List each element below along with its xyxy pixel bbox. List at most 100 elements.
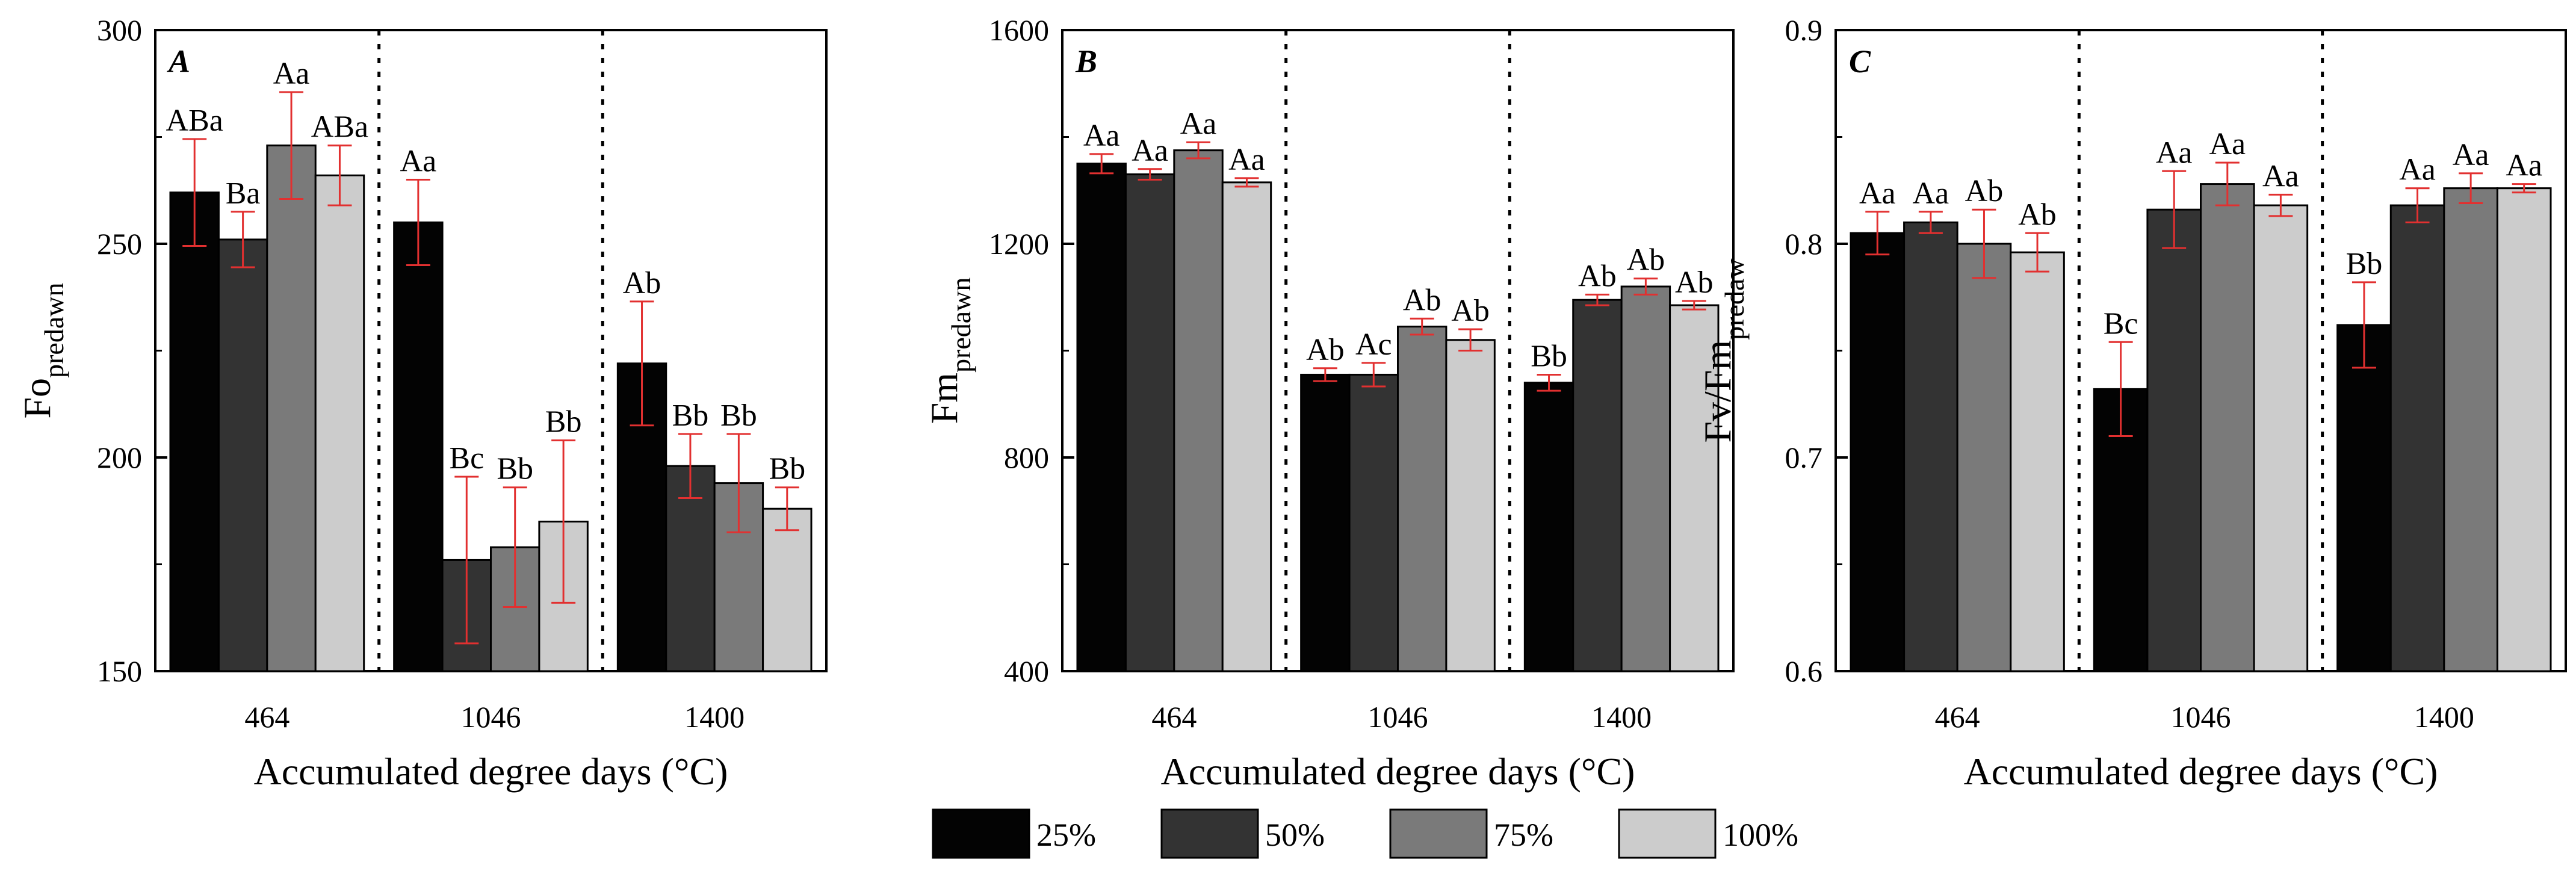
significance-label: Aa: [1083, 119, 1120, 153]
bar-50pct: [1572, 299, 1623, 672]
y-tick-label: 150: [97, 654, 142, 688]
legend-label: 75%: [1494, 817, 1553, 853]
bar-100pct: [314, 174, 365, 672]
bar-25pct: [393, 222, 444, 672]
legend-swatch: [1389, 808, 1488, 859]
significance-label: Ab: [1675, 265, 1714, 300]
bar-75pct: [2200, 183, 2255, 672]
significance-label: Bb: [672, 398, 709, 433]
y-tick-label: 0.9: [1785, 13, 1823, 47]
significance-label: Aa: [2506, 149, 2542, 183]
bar-75pct: [1620, 285, 1671, 672]
panel-letter: C: [1849, 43, 1871, 79]
x-axis-label: Accumulated degree days (°C): [1964, 750, 2438, 793]
bar-25pct: [1523, 382, 1574, 672]
panel-letter: B: [1075, 43, 1097, 79]
x-tick-label: 1046: [461, 700, 521, 734]
y-tick-label: 0.6: [1785, 654, 1823, 688]
significance-label: Ab: [2018, 197, 2057, 232]
chart-panel-a: 150 200 250 300 Fopredawn A 464 1046 1400 Accumul…: [16, 13, 828, 793]
bar-100pct: [762, 507, 813, 672]
significance-label: Ab: [1306, 333, 1345, 367]
legend-swatch: [1160, 808, 1259, 859]
bar-100pct: [1445, 339, 1496, 672]
y-tick-label: 250: [97, 227, 142, 261]
bar-50pct: [2389, 204, 2445, 672]
bar-75pct: [2443, 187, 2498, 672]
significance-label: Bb: [720, 398, 757, 433]
bar-25pct: [2336, 324, 2392, 672]
significance-label: Aa: [2399, 153, 2436, 187]
x-tick-label: 1400: [2414, 700, 2474, 734]
chart-panel-c: 0.6 0.7 0.8 0.9 Fv/Fmpredaw C 464 1046 1400 Accum…: [1696, 13, 2567, 793]
significance-label: Bb: [1531, 339, 1567, 373]
y-tick-label: 1600: [989, 13, 1049, 47]
y-tick-label: 400: [1004, 654, 1049, 688]
significance-label: Ac: [1355, 327, 1392, 362]
bar-75pct: [1397, 326, 1447, 672]
significance-label: Bc: [2104, 306, 2138, 341]
bar-100pct: [1669, 304, 1720, 672]
bar-75pct: [266, 144, 317, 672]
significance-label: Ab: [1403, 283, 1441, 317]
significance-label: Aa: [1132, 134, 1168, 168]
significance-label: Aa: [2209, 127, 2246, 161]
chart-panel-b: 400 800 1200 1600 Fmpredawn B 464 1046 1400 Accum…: [923, 13, 1735, 793]
significance-label: Aa: [1228, 143, 1265, 177]
y-axis-label: Fopredawn: [16, 283, 69, 419]
significance-label: Aa: [273, 57, 310, 91]
significance-label: ABa: [311, 110, 368, 144]
significance-label: Ba: [226, 176, 261, 211]
y-axis-label-base: Fo: [16, 378, 58, 419]
bar-25pct: [1850, 232, 1906, 672]
y-axis-label: Fmpredawn: [923, 277, 976, 424]
x-tick-label: 464: [1151, 700, 1197, 734]
y-axis-label-base: Fv/Fm: [1696, 340, 1739, 443]
legend-swatch: [1618, 808, 1717, 859]
x-tick-label: 464: [1935, 700, 1980, 734]
y-axis-label-subscript: predawn: [39, 283, 69, 378]
significance-label: Bb: [497, 452, 533, 486]
legend-label: 100%: [1723, 817, 1798, 853]
significance-label: Bb: [769, 452, 805, 486]
y-tick-label: 800: [1004, 441, 1049, 474]
y-tick-label: 200: [97, 441, 142, 474]
legend-label: 25%: [1036, 817, 1096, 853]
x-tick-label: 1400: [1591, 700, 1652, 734]
x-tick-label: 1046: [1368, 700, 1428, 734]
significance-label: Ab: [1965, 174, 2004, 208]
bar-50pct: [2146, 208, 2202, 672]
bar-50pct: [1124, 173, 1175, 672]
bar-25pct: [1300, 373, 1351, 672]
y-tick-label: 1200: [989, 227, 1049, 261]
x-tick-label: 1046: [2171, 700, 2231, 734]
x-tick-label: 1400: [684, 700, 745, 734]
significance-label: Ab: [1578, 259, 1617, 293]
x-axis-label: Accumulated degree days (°C): [254, 750, 728, 793]
legend: 25% 50% 75% 100%: [932, 808, 1798, 859]
bar-100pct: [2010, 251, 2065, 672]
bar-25pct: [169, 191, 220, 672]
x-tick-label: 464: [244, 700, 289, 734]
bar-100pct: [2496, 187, 2552, 672]
legend-label: 50%: [1265, 817, 1325, 853]
bar-75pct: [1956, 243, 2012, 672]
significance-label: Aa: [1180, 107, 1217, 141]
significance-label: Ab: [1627, 243, 1665, 277]
bar-100pct: [2253, 204, 2309, 672]
y-axis-label-base: Fm: [923, 373, 965, 424]
y-axis-label-subscript: predaw: [1719, 258, 1750, 340]
y-axis-label-subscript: predawn: [946, 277, 976, 373]
bar-100pct: [1221, 181, 1272, 672]
significance-label: Bb: [545, 405, 582, 439]
significance-label: Bc: [449, 441, 484, 476]
y-tick-label: 0.8: [1785, 227, 1823, 261]
significance-label: Aa: [1913, 176, 1949, 211]
bar-50pct: [665, 465, 716, 672]
panel-letter: A: [167, 43, 190, 79]
significance-label: Aa: [2156, 135, 2193, 170]
significance-label: ABa: [166, 104, 223, 138]
bar-50pct: [1348, 373, 1399, 672]
y-tick-label: 0.7: [1785, 441, 1823, 474]
